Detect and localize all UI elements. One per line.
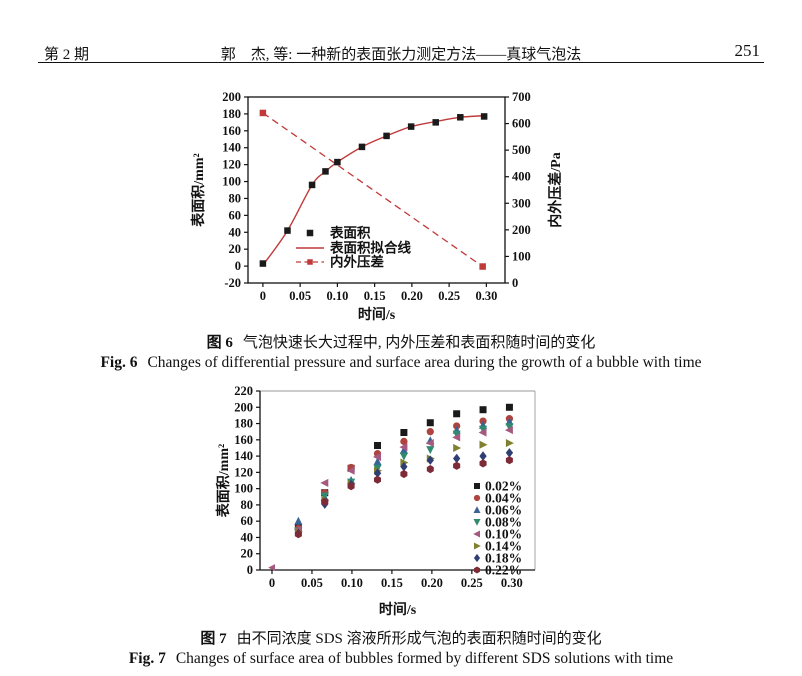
- svg-text:0.10: 0.10: [341, 576, 363, 590]
- svg-text:内外压差/Pa: 内外压差/Pa: [547, 152, 564, 227]
- svg-text:100: 100: [512, 249, 531, 263]
- figure7-text-en: Changes of surface area of bubbles forme…: [175, 650, 674, 667]
- figure7-caption-zh: 图 7 由不同浓度 SDS 溶液所形成气泡的表面积随时间的变化: [0, 627, 802, 648]
- svg-text:40: 40: [241, 530, 254, 544]
- svg-text:220: 220: [234, 385, 253, 398]
- svg-text:0.25: 0.25: [438, 289, 460, 303]
- svg-text:0.25: 0.25: [461, 576, 483, 590]
- svg-text:0: 0: [247, 563, 253, 577]
- figure7-legend: 0.02%0.04%0.06%0.08%0.10%0.14%0.18%0.22%: [473, 479, 522, 578]
- svg-text:0.05: 0.05: [301, 576, 323, 590]
- svg-text:0.04%: 0.04%: [485, 491, 522, 506]
- journal-issue: 第 2 期: [44, 47, 90, 63]
- svg-text:140: 140: [234, 449, 253, 463]
- figure7-plot-svg: 0 20 40 60 80 100 120 140 160 180 200 220 0 0.05 0.10 0…: [215, 384, 536, 618]
- svg-text:300: 300: [512, 196, 531, 210]
- svg-text:80: 80: [229, 191, 242, 205]
- svg-text:-20: -20: [224, 276, 241, 290]
- svg-text:内外压差: 内外压差: [330, 254, 384, 270]
- svg-text:200: 200: [512, 223, 531, 237]
- origin-point: [268, 564, 275, 571]
- svg-text:时间/s: 时间/s: [358, 306, 396, 323]
- figure6-label-en: Fig. 6: [100, 354, 138, 371]
- svg-text:0.05: 0.05: [289, 289, 311, 303]
- svg-text:160: 160: [222, 124, 241, 138]
- svg-text:400: 400: [512, 170, 531, 184]
- svg-text:200: 200: [222, 90, 241, 104]
- figure6-caption-zh: 图 6 气泡快速长大过程中, 内外压差和表面积随时间的变化: [0, 331, 802, 352]
- svg-text:120: 120: [234, 465, 253, 479]
- svg-text:60: 60: [241, 514, 254, 528]
- svg-text:0.15: 0.15: [381, 576, 403, 590]
- svg-text:600: 600: [512, 117, 531, 131]
- svg-text:0: 0: [512, 276, 518, 290]
- svg-text:0.20: 0.20: [401, 289, 423, 303]
- svg-text:0.20: 0.20: [421, 576, 443, 590]
- figure6-plot-svg: -20 0 20 40 60 80 100 120 140 160 180 200 0 100 200 300…: [190, 90, 564, 323]
- figure6-caption-en: Fig. 6 Changes of differential pressure a…: [0, 354, 802, 372]
- running-title: 郭 杰, 等: 一种新的表面张力测定方法——真球气泡法: [220, 47, 582, 63]
- svg-text:0: 0: [235, 259, 241, 273]
- svg-text:0.14%: 0.14%: [485, 539, 522, 554]
- svg-text:0.15: 0.15: [364, 289, 386, 303]
- svg-text:60: 60: [229, 208, 242, 222]
- svg-text:700: 700: [512, 90, 531, 104]
- figure7-text-zh: 由不同浓度 SDS 溶液所形成气泡的表面积随时间的变化: [236, 631, 602, 647]
- svg-text:0.02%: 0.02%: [485, 479, 522, 494]
- svg-text:500: 500: [512, 143, 531, 157]
- svg-text:0.30: 0.30: [501, 576, 523, 590]
- svg-text:100: 100: [234, 482, 253, 496]
- svg-text:表面积: 表面积: [330, 225, 371, 241]
- svg-text:0.22%: 0.22%: [485, 563, 522, 578]
- svg-text:表面积拟合线: 表面积拟合线: [330, 240, 411, 256]
- series-pressure-difference: [259, 109, 486, 270]
- series-0.22%: [294, 456, 513, 539]
- header-rule: [38, 62, 764, 63]
- figure6-chart: -20 0 20 40 60 80 100 120 140 160 180 200 0 100 200 300…: [190, 86, 570, 326]
- figure6-text-en: Changes of differential pressure and sur…: [147, 354, 702, 371]
- svg-text:120: 120: [222, 158, 241, 172]
- svg-text:80: 80: [241, 498, 254, 512]
- svg-text:20: 20: [241, 547, 254, 561]
- svg-text:0.06%: 0.06%: [485, 503, 522, 518]
- svg-text:100: 100: [222, 175, 241, 189]
- figure6-label-zh: 图 6: [206, 335, 233, 351]
- svg-text:0.10: 0.10: [326, 289, 348, 303]
- svg-text:时间/s: 时间/s: [379, 601, 417, 618]
- svg-text:表面积/mm²: 表面积/mm²: [190, 153, 207, 227]
- figure7-chart: 0 20 40 60 80 100 120 140 160 180 200 220 0 0.05 0.10 0…: [215, 384, 560, 620]
- svg-text:200: 200: [234, 400, 253, 414]
- svg-text:0: 0: [260, 289, 266, 303]
- svg-text:160: 160: [234, 433, 253, 447]
- svg-text:180: 180: [222, 107, 241, 121]
- svg-text:0.18%: 0.18%: [485, 551, 522, 566]
- series-surface-area: [259, 113, 488, 267]
- axes: -20 0 20 40 60 80 100 120 140 160 180 200 0 100 200 300…: [190, 90, 564, 323]
- svg-text:0.08%: 0.08%: [485, 515, 522, 530]
- figure7-label-en: Fig. 7: [128, 650, 166, 667]
- svg-text:40: 40: [229, 225, 242, 239]
- figure7-caption-en: Fig. 7 Changes of surface area of bubbles…: [0, 650, 802, 668]
- figure7-label-zh: 图 7: [200, 631, 227, 647]
- svg-text:0.30: 0.30: [475, 289, 497, 303]
- axes: 0 20 40 60 80 100 120 140 160 180 200 220 0 0.05 0.10 0…: [215, 384, 536, 618]
- svg-text:20: 20: [229, 242, 242, 256]
- page-number: 251: [734, 41, 761, 60]
- figure6-text-zh: 气泡快速长大过程中, 内外压差和表面积随时间的变化: [242, 335, 596, 351]
- svg-text:0.10%: 0.10%: [485, 527, 522, 542]
- svg-text:140: 140: [222, 141, 241, 155]
- svg-text:表面积/mm²: 表面积/mm²: [215, 444, 232, 518]
- svg-text:180: 180: [234, 417, 253, 431]
- svg-text:0: 0: [269, 576, 275, 590]
